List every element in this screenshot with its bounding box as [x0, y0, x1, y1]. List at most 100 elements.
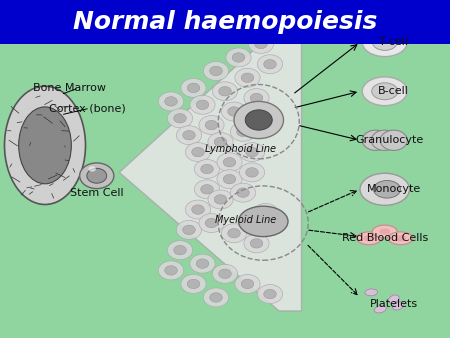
Circle shape [244, 234, 269, 253]
Text: Bone Marrow: Bone Marrow [33, 83, 106, 93]
Circle shape [203, 62, 229, 80]
Text: Monocyte: Monocyte [367, 184, 421, 194]
Ellipse shape [393, 302, 404, 310]
Circle shape [255, 39, 267, 49]
Circle shape [234, 101, 284, 139]
Circle shape [237, 188, 249, 197]
Circle shape [230, 183, 256, 202]
Text: Cortex (bone): Cortex (bone) [50, 103, 126, 113]
Circle shape [183, 130, 195, 140]
Circle shape [181, 78, 206, 97]
Circle shape [158, 92, 184, 111]
Ellipse shape [379, 228, 391, 235]
Circle shape [228, 228, 240, 238]
Ellipse shape [395, 235, 406, 241]
Ellipse shape [365, 289, 378, 296]
Circle shape [174, 245, 186, 255]
Circle shape [185, 200, 211, 219]
Polygon shape [119, 27, 302, 311]
Circle shape [259, 208, 272, 218]
Circle shape [253, 203, 278, 222]
Circle shape [232, 53, 245, 62]
Circle shape [214, 195, 227, 204]
Circle shape [246, 168, 258, 177]
Circle shape [187, 279, 200, 289]
Circle shape [217, 170, 242, 189]
Circle shape [259, 114, 272, 123]
Circle shape [226, 48, 251, 67]
Circle shape [194, 180, 220, 199]
Circle shape [201, 185, 213, 194]
Circle shape [183, 225, 195, 235]
Text: Normal haemopoiesis: Normal haemopoiesis [73, 10, 377, 34]
Circle shape [212, 82, 238, 101]
Ellipse shape [356, 232, 382, 245]
Circle shape [165, 97, 177, 106]
Circle shape [230, 122, 256, 141]
Circle shape [223, 158, 236, 167]
Circle shape [196, 100, 209, 110]
Circle shape [80, 163, 114, 189]
Ellipse shape [373, 225, 397, 238]
Circle shape [257, 55, 283, 74]
Circle shape [380, 130, 407, 150]
Ellipse shape [372, 83, 398, 100]
Ellipse shape [374, 180, 400, 198]
Circle shape [264, 59, 276, 69]
Ellipse shape [238, 206, 288, 237]
FancyBboxPatch shape [0, 0, 450, 44]
Text: Platelets: Platelets [370, 299, 418, 309]
Circle shape [176, 220, 202, 239]
Circle shape [176, 126, 202, 145]
Circle shape [201, 164, 213, 174]
Circle shape [199, 116, 224, 135]
Circle shape [192, 205, 204, 214]
Text: Myeloid Line: Myeloid Line [215, 215, 276, 225]
Circle shape [257, 285, 283, 304]
Circle shape [196, 259, 209, 268]
Circle shape [241, 279, 254, 289]
Circle shape [250, 239, 263, 248]
Text: Granulocyte: Granulocyte [355, 135, 423, 145]
Circle shape [223, 174, 236, 184]
Ellipse shape [362, 77, 407, 106]
Circle shape [221, 102, 247, 121]
Circle shape [165, 266, 177, 275]
Text: Stem Cell: Stem Cell [70, 188, 124, 198]
Circle shape [187, 83, 200, 93]
Circle shape [199, 214, 224, 233]
Ellipse shape [388, 232, 413, 245]
Circle shape [228, 107, 240, 116]
Circle shape [264, 289, 276, 299]
Circle shape [174, 114, 186, 123]
Circle shape [212, 264, 238, 283]
Circle shape [239, 143, 265, 162]
Circle shape [210, 293, 222, 302]
Circle shape [219, 87, 231, 96]
Circle shape [87, 168, 107, 183]
Circle shape [362, 130, 389, 150]
Circle shape [217, 153, 242, 172]
Circle shape [89, 166, 96, 172]
Circle shape [219, 269, 231, 279]
Ellipse shape [362, 28, 407, 57]
Circle shape [185, 143, 211, 162]
Text: Lymphoid Line: Lymphoid Line [205, 144, 276, 154]
Ellipse shape [4, 86, 86, 204]
Circle shape [181, 274, 206, 293]
Circle shape [205, 218, 218, 228]
Circle shape [371, 130, 398, 150]
Circle shape [208, 190, 233, 209]
Circle shape [244, 89, 269, 107]
Ellipse shape [374, 306, 386, 313]
Circle shape [237, 127, 249, 137]
Circle shape [205, 120, 218, 130]
Circle shape [208, 132, 233, 151]
Circle shape [253, 109, 278, 128]
Circle shape [221, 224, 247, 243]
Text: Red Blood Cells: Red Blood Cells [342, 233, 428, 243]
Ellipse shape [373, 34, 397, 50]
Circle shape [235, 274, 260, 293]
Circle shape [245, 110, 272, 130]
Circle shape [167, 241, 193, 260]
